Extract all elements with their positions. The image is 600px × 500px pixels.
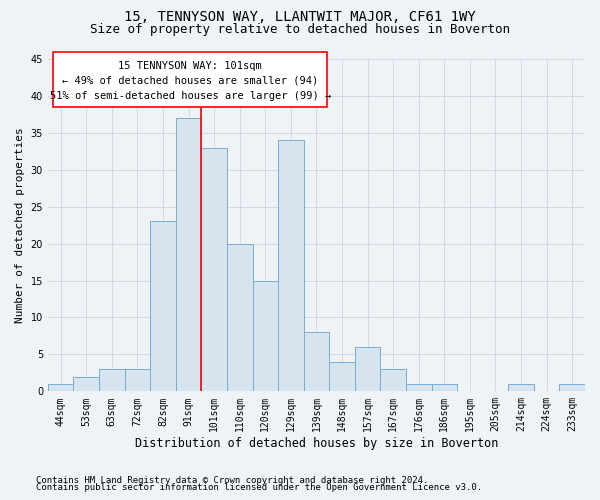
Y-axis label: Number of detached properties: Number of detached properties [15,128,25,323]
Bar [125,369,150,392]
Bar [227,244,253,392]
Bar [73,376,99,392]
Text: Contains public sector information licensed under the Open Government Licence v3: Contains public sector information licen… [36,484,482,492]
X-axis label: Distribution of detached houses by size in Boverton: Distribution of detached houses by size … [135,437,498,450]
Bar [278,140,304,392]
Text: Contains HM Land Registry data © Crown copyright and database right 2024.: Contains HM Land Registry data © Crown c… [36,476,428,485]
Text: 15, TENNYSON WAY, LLANTWIT MAJOR, CF61 1WY: 15, TENNYSON WAY, LLANTWIT MAJOR, CF61 1… [124,10,476,24]
Bar [304,332,329,392]
Bar [176,118,202,392]
Text: Size of property relative to detached houses in Boverton: Size of property relative to detached ho… [90,22,510,36]
Text: ← 49% of detached houses are smaller (94): ← 49% of detached houses are smaller (94… [62,76,319,86]
Bar [508,384,534,392]
Bar [431,384,457,392]
Bar [355,347,380,392]
Text: 15 TENNYSON WAY: 101sqm: 15 TENNYSON WAY: 101sqm [118,61,262,71]
Bar [329,362,355,392]
Bar [559,384,585,392]
Bar [253,280,278,392]
Bar [150,222,176,392]
Bar [406,384,431,392]
Bar [380,369,406,392]
Text: 51% of semi-detached houses are larger (99) →: 51% of semi-detached houses are larger (… [50,91,331,101]
Bar [202,148,227,392]
Bar [99,369,125,392]
Bar [48,384,73,392]
